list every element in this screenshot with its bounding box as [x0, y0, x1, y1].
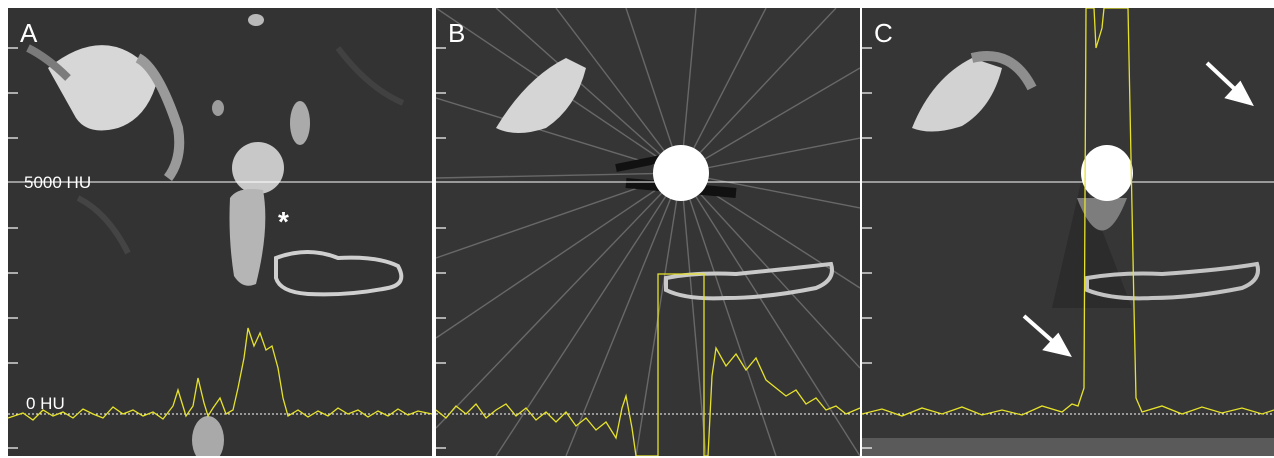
panel-b-image [436, 8, 860, 456]
panel-a: A 5000 HU 0 HU * [8, 8, 432, 456]
asterisk-annotation: * [278, 206, 289, 237]
panel-a-label: A [20, 18, 38, 48]
panel-b: B [436, 8, 860, 456]
scale-bottom-label: 0 HU [26, 394, 65, 413]
panel-c-label: C [874, 18, 893, 48]
panel-b-label: B [448, 18, 466, 48]
scale-top-label: 5000 HU [24, 173, 92, 192]
panel-a-image [8, 8, 432, 456]
panel-c-image [862, 8, 1274, 456]
panel-c: C [862, 8, 1274, 456]
